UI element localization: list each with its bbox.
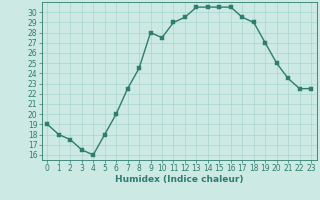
X-axis label: Humidex (Indice chaleur): Humidex (Indice chaleur) bbox=[115, 175, 244, 184]
